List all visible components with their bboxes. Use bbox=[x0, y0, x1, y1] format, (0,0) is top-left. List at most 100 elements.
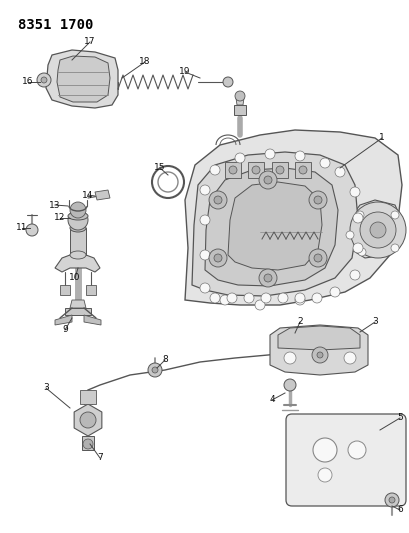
Circle shape bbox=[213, 196, 221, 204]
Ellipse shape bbox=[70, 224, 86, 232]
Circle shape bbox=[264, 149, 274, 159]
Circle shape bbox=[317, 468, 331, 482]
Circle shape bbox=[263, 274, 271, 282]
Text: 15: 15 bbox=[154, 164, 165, 173]
Polygon shape bbox=[234, 105, 245, 115]
Circle shape bbox=[343, 352, 355, 364]
Ellipse shape bbox=[70, 251, 86, 259]
Circle shape bbox=[209, 293, 220, 303]
Polygon shape bbox=[70, 300, 86, 308]
Circle shape bbox=[357, 248, 365, 256]
Circle shape bbox=[258, 171, 276, 189]
Circle shape bbox=[275, 166, 283, 174]
Text: 1: 1 bbox=[378, 133, 384, 142]
Circle shape bbox=[41, 77, 47, 83]
Circle shape bbox=[258, 269, 276, 287]
Circle shape bbox=[311, 347, 327, 363]
Polygon shape bbox=[55, 315, 72, 325]
Text: 14: 14 bbox=[82, 190, 94, 199]
Circle shape bbox=[243, 293, 254, 303]
Polygon shape bbox=[60, 285, 70, 295]
Circle shape bbox=[261, 293, 270, 303]
Text: 5: 5 bbox=[396, 414, 402, 423]
Polygon shape bbox=[74, 404, 101, 436]
Text: 6: 6 bbox=[396, 505, 402, 514]
Polygon shape bbox=[204, 168, 337, 286]
Circle shape bbox=[68, 210, 88, 230]
Text: 10: 10 bbox=[69, 273, 81, 282]
Polygon shape bbox=[277, 326, 359, 350]
Circle shape bbox=[83, 439, 93, 449]
Circle shape bbox=[329, 287, 339, 297]
Polygon shape bbox=[84, 315, 101, 325]
Polygon shape bbox=[80, 390, 96, 404]
Text: 8351 1700: 8351 1700 bbox=[18, 18, 93, 32]
Circle shape bbox=[148, 363, 162, 377]
Text: 4: 4 bbox=[269, 395, 274, 405]
Circle shape bbox=[384, 493, 398, 507]
Text: 18: 18 bbox=[139, 58, 151, 67]
Circle shape bbox=[311, 293, 321, 303]
Polygon shape bbox=[46, 50, 118, 108]
Polygon shape bbox=[236, 98, 243, 105]
Circle shape bbox=[200, 283, 209, 293]
Circle shape bbox=[222, 77, 232, 87]
Circle shape bbox=[298, 166, 306, 174]
Circle shape bbox=[227, 293, 236, 303]
Polygon shape bbox=[346, 200, 401, 258]
Circle shape bbox=[355, 211, 363, 219]
Circle shape bbox=[294, 151, 304, 161]
Circle shape bbox=[200, 215, 209, 225]
Circle shape bbox=[209, 165, 220, 175]
Circle shape bbox=[234, 153, 245, 163]
Polygon shape bbox=[95, 190, 110, 200]
Circle shape bbox=[349, 270, 359, 280]
Circle shape bbox=[220, 295, 229, 305]
Circle shape bbox=[294, 293, 304, 303]
Circle shape bbox=[352, 213, 362, 223]
Circle shape bbox=[209, 249, 227, 267]
Circle shape bbox=[349, 202, 405, 258]
Polygon shape bbox=[70, 228, 86, 255]
Circle shape bbox=[200, 185, 209, 195]
Circle shape bbox=[213, 254, 221, 262]
Circle shape bbox=[277, 293, 287, 303]
Circle shape bbox=[390, 211, 398, 219]
Text: 11: 11 bbox=[16, 223, 28, 232]
Ellipse shape bbox=[68, 212, 88, 220]
Circle shape bbox=[313, 196, 321, 204]
Text: 8: 8 bbox=[162, 356, 167, 365]
Polygon shape bbox=[86, 285, 96, 295]
FancyBboxPatch shape bbox=[285, 414, 405, 506]
Circle shape bbox=[347, 441, 365, 459]
Circle shape bbox=[234, 91, 245, 101]
Polygon shape bbox=[270, 325, 367, 375]
Circle shape bbox=[349, 187, 359, 197]
Text: 7: 7 bbox=[97, 454, 103, 463]
Circle shape bbox=[252, 166, 259, 174]
Polygon shape bbox=[294, 162, 310, 178]
Circle shape bbox=[334, 167, 344, 177]
Circle shape bbox=[359, 212, 395, 248]
Polygon shape bbox=[184, 130, 401, 305]
Polygon shape bbox=[55, 255, 100, 272]
Circle shape bbox=[80, 412, 96, 428]
Circle shape bbox=[308, 191, 326, 209]
Circle shape bbox=[390, 244, 398, 252]
Circle shape bbox=[352, 243, 362, 253]
Polygon shape bbox=[247, 162, 263, 178]
Text: 3: 3 bbox=[371, 318, 377, 327]
Text: 3: 3 bbox=[43, 384, 49, 392]
Polygon shape bbox=[225, 162, 240, 178]
Circle shape bbox=[294, 295, 304, 305]
Text: 2: 2 bbox=[297, 318, 302, 327]
Text: 13: 13 bbox=[49, 200, 61, 209]
Polygon shape bbox=[65, 308, 91, 315]
Polygon shape bbox=[271, 162, 287, 178]
Text: 9: 9 bbox=[62, 326, 68, 335]
Text: 12: 12 bbox=[54, 214, 65, 222]
Circle shape bbox=[319, 158, 329, 168]
Polygon shape bbox=[227, 182, 321, 270]
Circle shape bbox=[152, 367, 157, 373]
Circle shape bbox=[37, 73, 51, 87]
